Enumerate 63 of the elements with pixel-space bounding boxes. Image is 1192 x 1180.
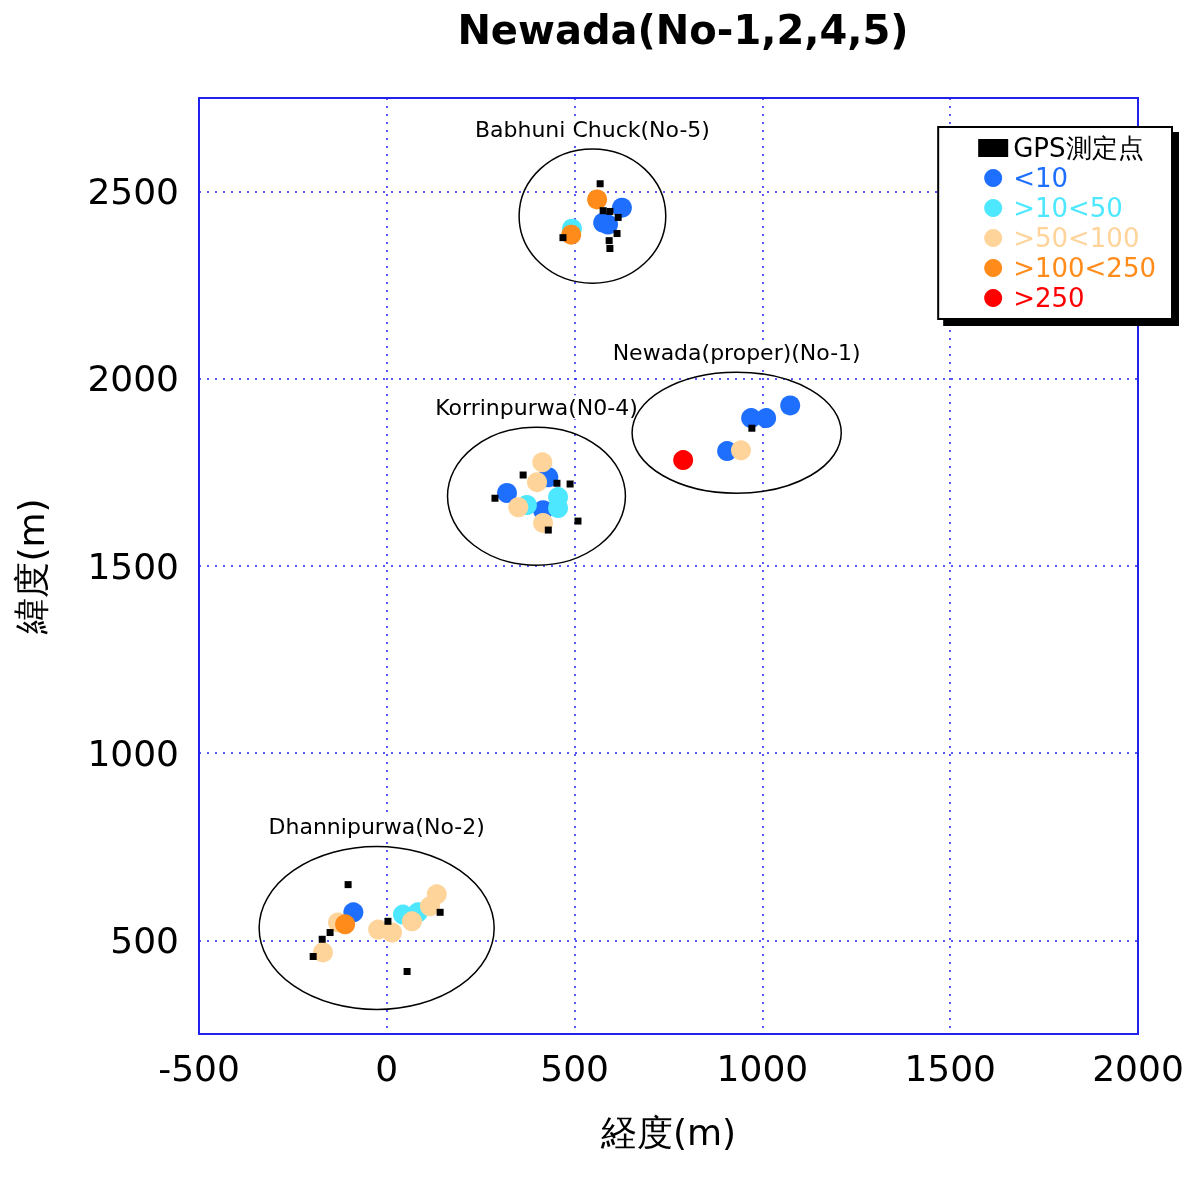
chart-title: Newada(No-1,2,4,5) (457, 7, 909, 53)
legend-label: <10 (1013, 163, 1069, 193)
point (598, 214, 619, 235)
y-tick-label: 2500 (87, 171, 179, 213)
point (497, 483, 517, 503)
point (533, 512, 554, 533)
point (508, 497, 529, 518)
point (606, 245, 614, 253)
x-tick-label: 1000 (716, 1047, 809, 1089)
point (673, 450, 694, 471)
legend-label: >50<100 (1013, 223, 1140, 253)
point (574, 517, 582, 525)
point (605, 237, 613, 245)
point (606, 207, 614, 215)
point (519, 471, 527, 479)
x-tick-label: -500 (158, 1047, 240, 1089)
point (756, 408, 777, 429)
point (335, 914, 356, 935)
point (403, 967, 411, 975)
legend-label: >250 (1013, 283, 1085, 313)
point (561, 224, 582, 245)
annotation: Babhuni Chuck(No-5) (474, 116, 710, 142)
point (553, 479, 561, 487)
point (614, 213, 622, 221)
x-axis-title: 経度(m) (599, 1111, 737, 1153)
x-tick-label: 2000 (1092, 1047, 1184, 1089)
point (566, 480, 574, 488)
point (309, 953, 317, 960)
point (382, 922, 403, 943)
point (596, 180, 604, 188)
point (527, 472, 548, 493)
point (611, 197, 632, 218)
point (401, 911, 422, 932)
point (613, 230, 621, 238)
point (312, 942, 333, 963)
point (426, 884, 447, 905)
legend-label: GPS測定点 (1013, 133, 1144, 163)
legend-label: >10<50 (1013, 193, 1123, 223)
point (384, 917, 392, 925)
point (748, 424, 756, 432)
annotation: Newada(proper)(No-1) (612, 339, 861, 365)
annotation: Korrinpurwa(N0-4) (435, 394, 638, 420)
point (491, 494, 499, 502)
annotation: Dhannipurwa(No-2) (268, 814, 485, 840)
legend-label: >100<250 (1013, 253, 1157, 283)
point (436, 908, 444, 916)
y-tick-label: 1000 (87, 732, 179, 774)
point (318, 935, 326, 943)
point (587, 189, 608, 210)
point (780, 395, 801, 416)
x-tick-label: 0 (375, 1047, 399, 1089)
point (532, 452, 553, 473)
y-tick-label: 1500 (87, 545, 179, 587)
x-tick-label: 1500 (904, 1047, 997, 1089)
point (544, 526, 552, 534)
y-tick-label: 2000 (87, 358, 179, 400)
y-tick-label: 500 (110, 919, 179, 961)
point (559, 234, 567, 242)
point (731, 440, 751, 461)
point (344, 881, 352, 889)
x-tick-label: 500 (540, 1047, 609, 1089)
y-axis-title: 緯度(m) (10, 498, 52, 635)
point (326, 929, 334, 937)
